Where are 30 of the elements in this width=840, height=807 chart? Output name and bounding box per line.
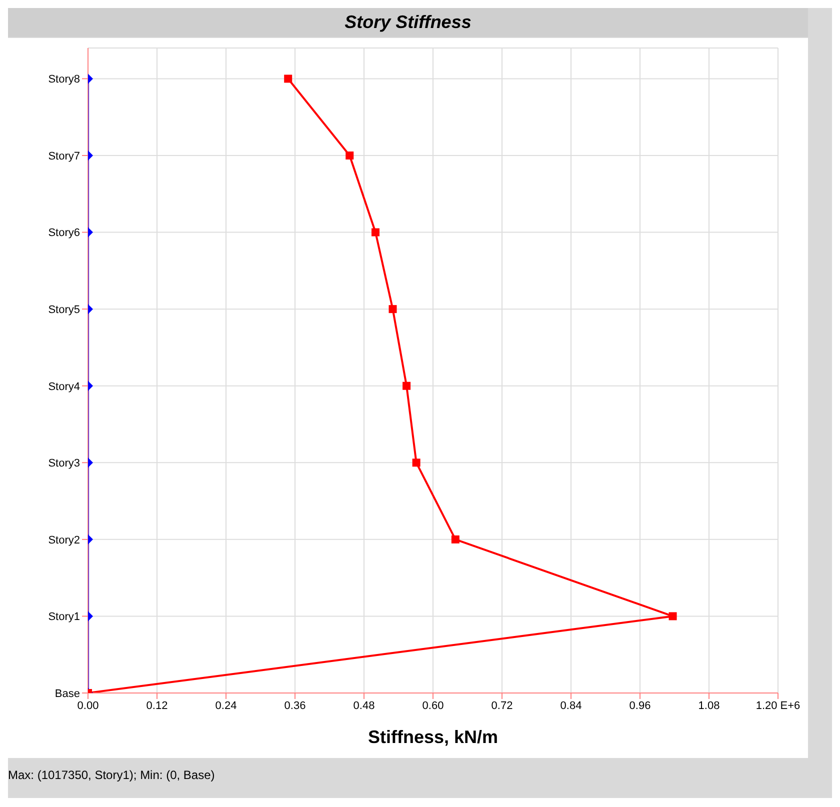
y-tick-label: Story7 (48, 150, 80, 162)
x-tick-label: 0.12 (146, 700, 168, 712)
text: Max: (1017350, Story1); Min: (0, Base) (8, 768, 215, 782)
point (412, 458, 420, 467)
x-tick-label: 0.36 (284, 700, 306, 712)
x-tick-label: 0.96 (629, 700, 651, 712)
y-tick-label: Story8 (48, 74, 80, 86)
point (402, 382, 411, 390)
x-axis-title: Stiffness, kN/m (368, 727, 498, 747)
point (451, 535, 460, 544)
y-tick-label: Base (54, 688, 80, 700)
y-tick-label: Story3 (48, 458, 80, 470)
point (388, 305, 397, 314)
x-tick-label: 0.00 (77, 700, 99, 712)
x-tick-label: 0.48 (353, 700, 375, 712)
point (346, 152, 354, 160)
point (284, 74, 292, 83)
point (372, 228, 380, 236)
chart-title: Story Stiffness (8, 8, 808, 37)
y-tick-label: Story2 (48, 534, 80, 546)
x-tick-label: 1.08 (698, 700, 720, 712)
y-tick-label: Story6 (48, 227, 80, 240)
x-tick-label: 0.60 (422, 700, 444, 712)
y-tick-label: Story4 (48, 380, 80, 393)
x-tick-label: 0.84 (560, 700, 582, 712)
x-tick-label: 0.72 (491, 700, 513, 712)
x-tick-label: 1.20 E+6 (756, 700, 800, 712)
y-tick-label: Story1 (48, 611, 80, 624)
y-tick-label: Story5 (48, 304, 80, 316)
x-tick-label: 0.24 (215, 700, 237, 712)
